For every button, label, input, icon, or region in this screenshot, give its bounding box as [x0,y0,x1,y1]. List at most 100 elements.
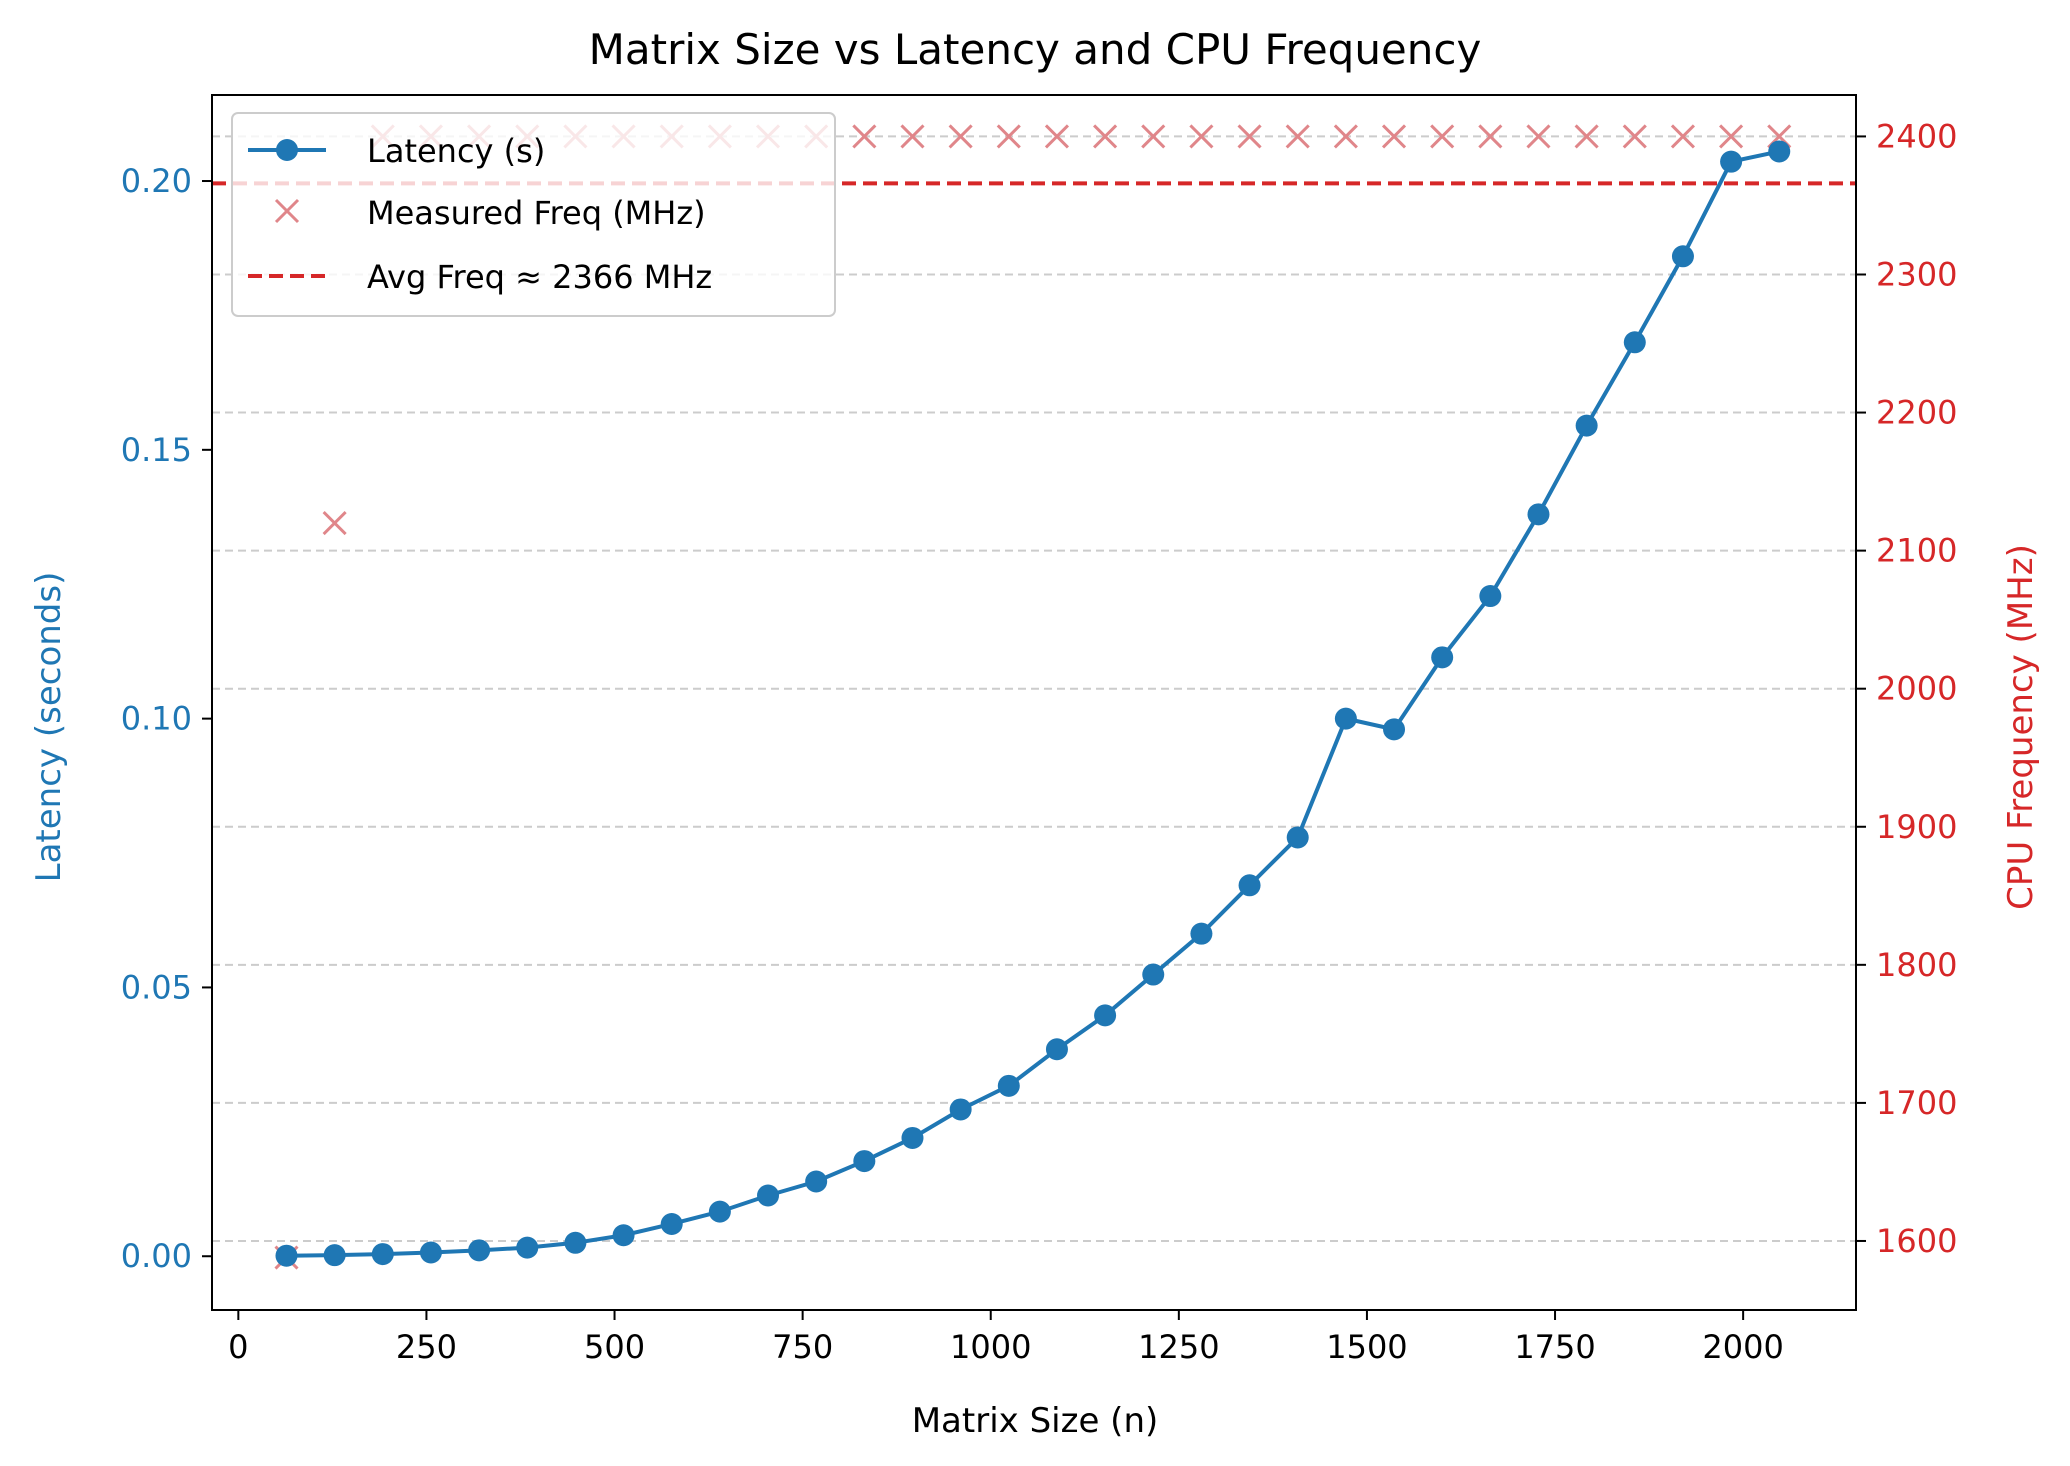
latency-point [1094,1004,1117,1027]
freq-marker [1670,124,1696,149]
freq-marker-stroke [1381,124,1407,149]
freq-marker-stroke [1044,124,1070,149]
freq-marker-stroke [1189,124,1214,149]
latency-point [853,1150,876,1173]
freq-marker-stroke [1237,124,1262,149]
x-tick-label: 1250 [1138,1328,1219,1366]
chart-title: Matrix Size vs Latency and CPU Frequency [589,25,1482,74]
freq-marker [1719,124,1744,149]
freq-marker-stroke [996,124,1021,149]
freq-marker-stroke [1430,124,1455,149]
freq-marker [1189,124,1214,149]
y-right-tick-label: 2300 [1876,255,1957,293]
freq-marker [1237,124,1262,149]
x-tick-label: 1000 [950,1328,1031,1366]
latency-point [371,1243,394,1266]
y-right-tick-label: 1900 [1876,808,1957,846]
freq-marker [1574,124,1599,149]
axes-layer: 0 250 500 750 1000 1250 1500 1750 2000 0.00 0.05 0.… [121,94,1957,1366]
freq-marker [1381,124,1407,149]
freq-marker [852,124,877,149]
freq-marker-stroke [852,124,877,149]
latency-point [660,1212,683,1235]
y-left-tick-label: 0.15 [121,431,192,469]
y-right-tick-label: 2000 [1876,670,1957,708]
legend-avg-label: Avg Freq ≈ 2366 MHz [367,258,712,296]
latency-point [564,1231,587,1254]
latency-point [1431,646,1454,669]
y-left-tick-label: 0.20 [121,162,192,200]
y-left-tick-label: 0.10 [121,700,192,738]
latency-point [468,1239,491,1262]
legend: Latency (s) Measured Freq (MHz) Avg Freq… [231,112,836,317]
legend-frame [231,112,836,317]
freq-marker-stroke [1622,124,1647,149]
x-tick-label: 1500 [1326,1328,1407,1366]
latency-point [1720,150,1743,173]
freq-marker [1141,124,1166,149]
y-left-tick-label: 0.00 [121,1237,192,1275]
latency-point [275,1244,298,1267]
latency-point [1190,922,1213,945]
freq-marker-stroke [1141,124,1166,149]
x-tick-label: 1750 [1514,1328,1595,1366]
freq-marker [1285,124,1310,149]
freq-marker [1622,124,1647,149]
latency-point [901,1126,924,1149]
x-tick-label: 250 [396,1328,457,1366]
x-axis-title: Matrix Size (n) [912,1401,1159,1441]
freq-marker-stroke [1093,124,1118,149]
x-tick-label: 750 [772,1328,833,1366]
freq-marker [1526,124,1551,149]
freq-marker-stroke [1670,124,1696,149]
y-right-tick-label: 2400 [1876,117,1957,155]
latency-point [612,1224,635,1247]
latency-point [419,1241,442,1264]
freq-marker-stroke [948,124,973,149]
legend-freq-marker [274,198,300,224]
x-tick-label: 500 [584,1328,645,1366]
latency-point [949,1098,972,1121]
freq-marker [1044,124,1070,149]
grid-layer [212,135,1856,1242]
latency-point [1045,1038,1068,1061]
latency-point [1334,707,1357,730]
latency-point [1142,963,1165,986]
latency-point [1286,826,1309,849]
freq-marker [1333,124,1358,149]
latency-point [323,1244,346,1267]
latency-point [1238,874,1261,897]
freq-marker-stroke [322,510,347,536]
freq-marker [1093,124,1118,149]
latency-point [757,1184,780,1207]
legend-latency-label: Latency (s) [367,132,545,170]
freq-marker-stroke [1574,124,1599,149]
latency-point [1768,140,1791,163]
latency-point [1575,414,1598,437]
latency-point [1623,331,1646,354]
freq-marker [1478,124,1503,149]
latency-point [997,1074,1020,1097]
freq-marker [1430,124,1455,149]
legend-latency-marker [276,139,298,161]
y-right-tick-label: 2100 [1876,532,1957,570]
y-right-axis-title: CPU Frequency (MHz) [2001,544,2041,910]
freq-marker [996,124,1021,149]
latency-point [1527,503,1550,526]
latency-point [516,1236,539,1259]
freq-marker-stroke [1719,124,1744,149]
y-left-axis-title: Latency (seconds) [29,572,69,883]
latency-line [286,149,1780,1258]
freq-marker [948,124,973,149]
latency-point [708,1200,731,1223]
freq-marker [322,510,347,536]
freq-marker-stroke [1285,124,1310,149]
y-right-tick-label: 1800 [1876,946,1957,984]
legend-freq-label: Measured Freq (MHz) [367,194,706,232]
freq-marker-stroke [1478,124,1503,149]
y-right-tick-label: 1600 [1876,1222,1957,1260]
x-tick-label: 0 [228,1328,248,1366]
freq-marker-stroke [1526,124,1551,149]
